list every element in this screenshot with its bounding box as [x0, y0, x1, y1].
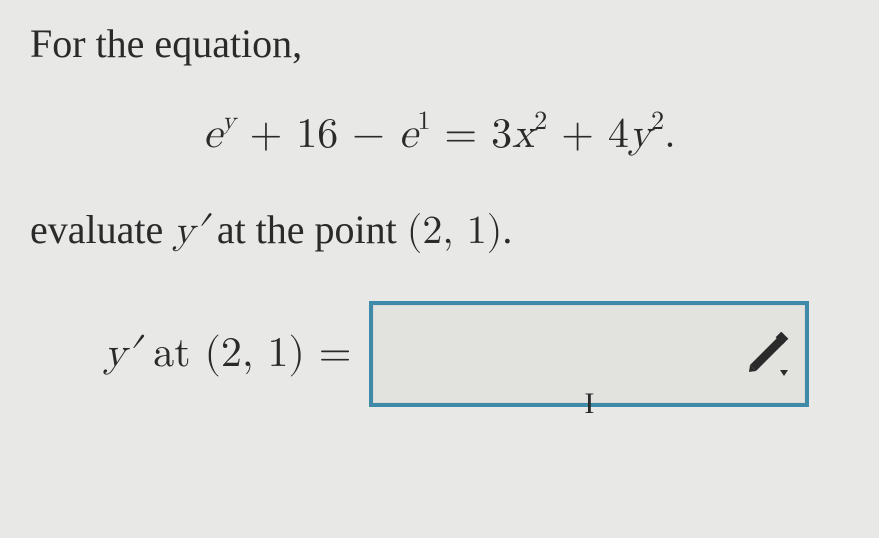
eq-plus1: +: [236, 114, 297, 156]
answer-input[interactable]: I: [369, 301, 809, 407]
eq-4: 4: [608, 114, 629, 156]
ans-eq: =: [305, 333, 352, 375]
ans-yprime: y′: [104, 333, 139, 375]
eq-minus: −: [338, 114, 399, 156]
eq-e2-base: e: [399, 114, 418, 156]
eval-mid: at the point: [207, 207, 407, 252]
eval-point: (2, 1): [407, 211, 503, 251]
eq-period: .: [664, 114, 676, 156]
pencil-icon[interactable]: [747, 332, 791, 376]
eq-x: x: [512, 114, 534, 156]
equation-display: ey + 16 − e1 = 3x2 + 4y2.: [30, 110, 849, 160]
eq-e1-base: e: [203, 114, 222, 156]
eq-e1-exp: y: [222, 109, 236, 135]
eq-y: y: [629, 114, 651, 156]
eq-equals: =: [430, 114, 491, 156]
ans-point: (2, 1): [204, 333, 304, 375]
answer-row: y′ at (2, 1) = I: [30, 301, 849, 407]
eq-const: 16: [296, 114, 338, 156]
text-cursor-icon: I: [584, 387, 594, 421]
eq-x-exp: 2: [534, 109, 547, 135]
eq-y-exp: 2: [651, 109, 664, 135]
problem-page: For the equation, ey + 16 − e1 = 3x2 + 4…: [0, 0, 879, 407]
eq-3: 3: [491, 114, 512, 156]
eval-period: .: [502, 207, 512, 252]
evaluate-text: evaluate y′ at the point (2, 1).: [30, 204, 849, 257]
eval-yprime: y′: [173, 211, 207, 251]
eval-pre: evaluate: [30, 207, 173, 252]
eq-plus2: +: [547, 114, 608, 156]
answer-label: y′ at (2, 1) =: [104, 329, 351, 379]
ans-mid: at: [139, 333, 204, 375]
eq-e2-exp: 1: [417, 109, 430, 135]
intro-text: For the equation,: [30, 18, 849, 70]
